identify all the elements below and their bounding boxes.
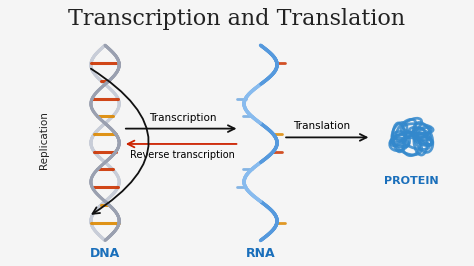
Text: DNA: DNA	[90, 247, 120, 260]
Text: Transcription and Translation: Transcription and Translation	[68, 8, 406, 30]
Text: Translation: Translation	[293, 121, 350, 131]
Text: Transcription: Transcription	[149, 113, 217, 123]
Text: Reverse transcription: Reverse transcription	[130, 150, 235, 160]
Text: Replication: Replication	[39, 111, 49, 169]
FancyArrowPatch shape	[91, 69, 149, 214]
Text: RNA: RNA	[246, 247, 275, 260]
Text: PROTEIN: PROTEIN	[384, 176, 438, 186]
